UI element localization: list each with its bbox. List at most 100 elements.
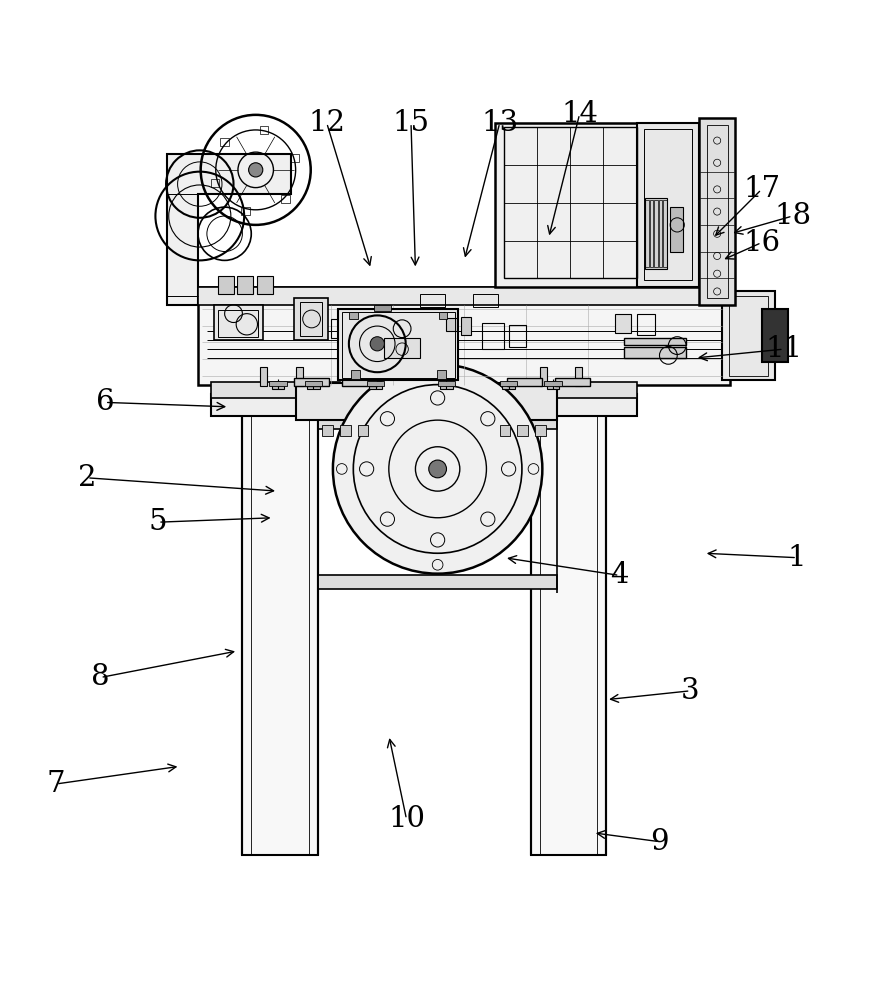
Bar [294, 378, 330, 386]
Text: 17: 17 [743, 175, 780, 203]
Bar [322, 425, 333, 436]
Bar [437, 370, 446, 379]
Bar [729, 296, 768, 376]
PathPatch shape [167, 154, 291, 305]
Text: 1: 1 [788, 544, 806, 572]
Bar [374, 305, 391, 311]
Text: 8: 8 [91, 663, 110, 691]
Bar [530, 394, 606, 855]
Bar [575, 367, 582, 386]
Bar [505, 127, 638, 278]
Circle shape [429, 460, 446, 478]
Bar [384, 338, 420, 358]
Text: 4: 4 [610, 561, 629, 589]
Bar [294, 298, 328, 340]
Bar [503, 382, 515, 389]
Text: 12: 12 [308, 109, 346, 137]
Bar [237, 276, 253, 294]
Bar [473, 294, 498, 307]
Bar [638, 314, 655, 335]
Bar [212, 382, 340, 398]
Bar [555, 378, 590, 386]
Text: 10: 10 [388, 805, 425, 833]
Bar [547, 382, 559, 389]
Bar [440, 382, 453, 389]
Bar [214, 305, 263, 340]
Bar [500, 381, 518, 386]
Text: 15: 15 [393, 109, 430, 137]
Bar [509, 382, 638, 398]
Bar [670, 207, 683, 252]
Bar [509, 325, 526, 347]
Bar [296, 383, 557, 420]
Bar [349, 312, 358, 319]
Bar [342, 312, 455, 378]
Bar [659, 200, 662, 267]
Bar [615, 314, 631, 333]
Bar [300, 302, 322, 336]
Bar [331, 319, 354, 338]
Text: 11: 11 [765, 335, 802, 363]
Bar [218, 276, 233, 294]
Bar [342, 378, 377, 386]
Bar [212, 394, 340, 416]
Circle shape [371, 337, 384, 351]
Bar [438, 312, 447, 319]
Bar [411, 323, 442, 340]
Bar [507, 378, 542, 386]
Bar [260, 126, 269, 134]
Text: 16: 16 [743, 229, 780, 257]
Bar [650, 200, 654, 267]
Bar [318, 575, 557, 589]
Bar [370, 382, 381, 389]
Bar [351, 370, 360, 379]
Bar [260, 367, 267, 386]
Bar [242, 394, 318, 855]
Bar [318, 416, 557, 429]
Bar [638, 123, 699, 287]
Bar [518, 425, 528, 436]
Bar [367, 381, 384, 386]
Bar [420, 294, 445, 307]
Bar [646, 200, 649, 267]
Bar [198, 287, 730, 305]
Bar [290, 154, 299, 162]
Bar [241, 207, 250, 215]
Bar [624, 347, 686, 358]
Bar [307, 382, 320, 389]
Text: 3: 3 [681, 677, 700, 705]
Bar [544, 381, 562, 386]
Bar [281, 195, 290, 203]
Bar [509, 394, 638, 416]
Bar [438, 381, 455, 386]
Bar [646, 198, 667, 269]
Circle shape [248, 163, 263, 177]
Text: 9: 9 [650, 828, 669, 856]
Bar [539, 367, 547, 386]
Bar [269, 381, 287, 386]
Bar [624, 338, 686, 345]
Bar [256, 276, 272, 294]
Bar [338, 309, 458, 380]
Bar [699, 118, 735, 305]
Bar [296, 367, 303, 386]
Text: 14: 14 [561, 100, 598, 128]
Bar [496, 123, 699, 287]
Text: 5: 5 [149, 508, 167, 536]
Bar [663, 200, 666, 267]
Bar [722, 291, 775, 380]
Bar [220, 138, 229, 146]
Bar [358, 315, 375, 342]
Text: 13: 13 [481, 109, 518, 137]
Circle shape [333, 364, 542, 574]
Text: 6: 6 [96, 388, 114, 416]
Bar [446, 318, 457, 331]
Bar [198, 287, 730, 385]
Bar [655, 200, 658, 267]
Bar [211, 179, 220, 187]
Bar [482, 323, 505, 349]
Bar [358, 425, 369, 436]
Text: 18: 18 [774, 202, 811, 230]
Text: 2: 2 [78, 464, 96, 492]
Bar [305, 381, 322, 386]
